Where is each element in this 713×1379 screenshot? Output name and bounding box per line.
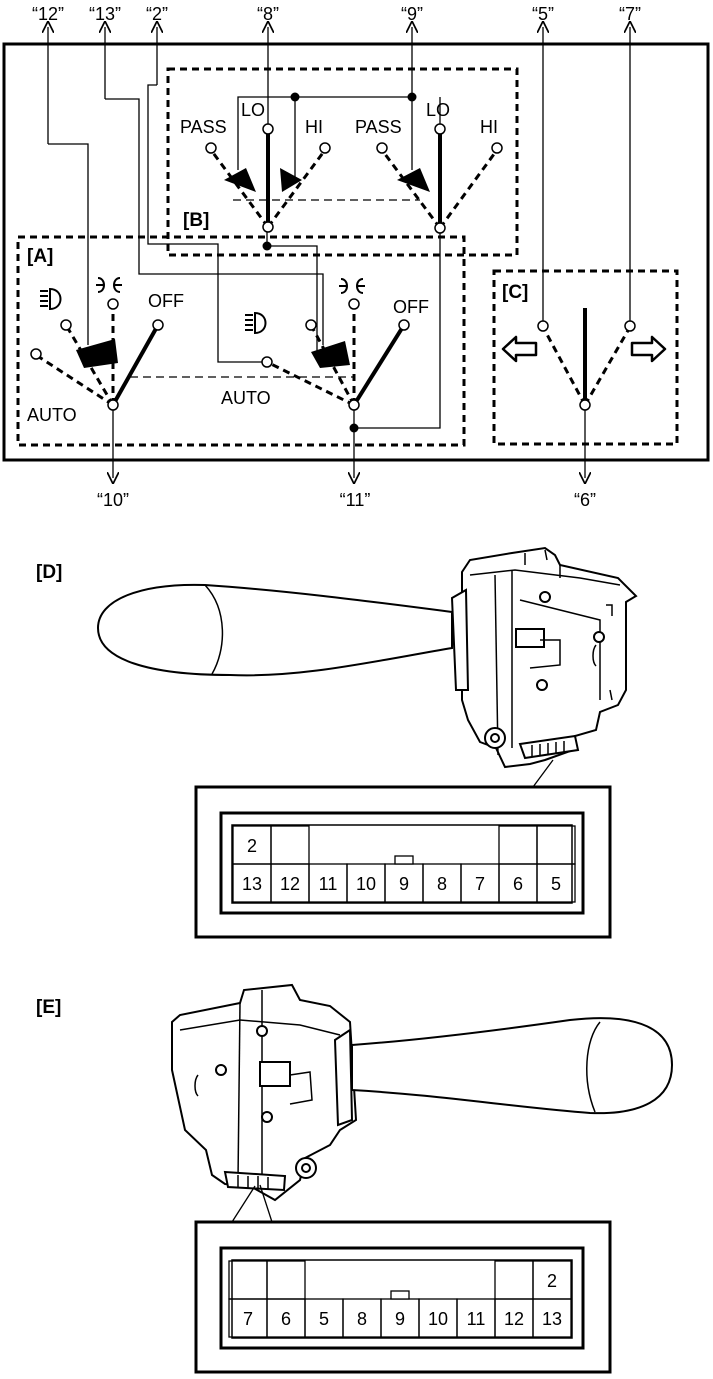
- pin-number: 2: [547, 1271, 557, 1291]
- wire-label-8: “8”: [257, 4, 279, 24]
- auto-label: AUTO: [27, 405, 77, 425]
- wire-label-13: “13”: [89, 4, 121, 24]
- pin-number: 13: [542, 1309, 562, 1329]
- tail-light-icon: [96, 277, 122, 293]
- auto-label: AUTO: [221, 388, 271, 408]
- pin-number: 11: [467, 1309, 486, 1329]
- connector-pins-d: 2 13 12 11 10 9 8 7 6 5: [232, 825, 576, 903]
- pass-label: PASS: [355, 117, 402, 137]
- wiring: [48, 27, 630, 478]
- off-label: OFF: [393, 297, 429, 317]
- section-b-box: [166, 67, 519, 257]
- callout-line: [532, 759, 554, 788]
- light-switch-right: AUTO OFF: [221, 278, 429, 411]
- light-switch-left: AUTO OFF: [27, 277, 184, 425]
- switch-arm: [76, 339, 118, 368]
- wire-label-12: “12”: [32, 4, 64, 24]
- hi-label: HI: [305, 117, 323, 137]
- callout-line: [259, 1184, 273, 1223]
- pin-number: 8: [437, 874, 447, 894]
- left-arrow-icon: [501, 335, 538, 363]
- switch-schematic: [B] [A] [C] “12” “13” “2” “8” “9” “5” “7…: [2, 4, 710, 510]
- dimmer-switch-right: PASS LO HI: [355, 100, 503, 234]
- connector-cavity: [536, 825, 576, 865]
- switch-arm: [280, 168, 302, 192]
- switch-lever-illustration: [96, 583, 453, 677]
- schematic-frame: [2, 42, 710, 462]
- callout-line: [231, 1185, 256, 1223]
- pin-number: 2: [247, 836, 257, 856]
- pin-number: 8: [357, 1309, 367, 1329]
- pin-number: 12: [504, 1309, 524, 1329]
- switch-lever-illustration: [351, 1017, 674, 1115]
- connector-cavity: [536, 863, 576, 903]
- wire-label-5: “5”: [532, 4, 554, 24]
- lo-label: LO: [426, 100, 450, 120]
- pass-label: PASS: [180, 117, 227, 137]
- switch-body-illustration: [450, 546, 638, 769]
- pin-number: 6: [513, 874, 523, 894]
- junction-dot: [262, 241, 272, 251]
- connector-callout-d: [194, 785, 612, 939]
- lo-label: LO: [241, 100, 265, 120]
- wire-label-10: “10”: [97, 490, 129, 510]
- pin-number: 7: [475, 874, 485, 894]
- section-a-label: [A]: [27, 246, 53, 267]
- wire-label-7: “7”: [619, 4, 641, 24]
- connector-cavity: [228, 1260, 268, 1300]
- switch-arm: [397, 168, 430, 192]
- wire-label-11: “11”: [340, 490, 371, 510]
- pin-number: 5: [319, 1309, 329, 1329]
- junction-dot: [407, 92, 417, 102]
- dimmer-switch-left: PASS LO HI: [180, 100, 331, 233]
- wire-label-2: “2”: [146, 4, 168, 24]
- section-a-box: [16, 235, 466, 447]
- pin-number: 13: [242, 874, 262, 894]
- junction-dot: [290, 92, 300, 102]
- pin-number: 7: [243, 1309, 253, 1329]
- view-d-label: [D]: [36, 562, 62, 583]
- wire-label-6: “6”: [574, 490, 596, 510]
- pin-number: 9: [399, 874, 409, 894]
- headlight-icon: [40, 287, 62, 311]
- pin-number: 5: [551, 874, 561, 894]
- connector-frame-e: [219, 1246, 585, 1350]
- wire-label-9: “9”: [401, 4, 423, 24]
- switch-body-illustration: [171, 983, 358, 1202]
- connector-cavity: [266, 1260, 306, 1300]
- view-e: [E] 27 6 5 8 9 10 11 1: [36, 983, 674, 1374]
- view-e-label: [E]: [36, 997, 61, 1018]
- pin-number: 11: [319, 874, 338, 894]
- right-arrow-icon: [630, 335, 667, 363]
- view-d: [D]: [36, 546, 638, 939]
- section-b-label: [B]: [183, 210, 209, 231]
- headlight-icon: [245, 311, 267, 335]
- hi-label: HI: [480, 117, 498, 137]
- off-label: OFF: [148, 291, 184, 311]
- turn-signal-switch: [501, 308, 667, 411]
- switch-arm: [311, 341, 350, 368]
- pin-number: 12: [280, 874, 300, 894]
- pin-number: 10: [356, 874, 376, 894]
- pin-number: 9: [395, 1309, 405, 1329]
- connector-cavity: [494, 1260, 534, 1300]
- tail-light-icon: [339, 278, 365, 294]
- connector-lock-tab: [394, 855, 414, 865]
- connector-lock-tab: [390, 1290, 410, 1300]
- connector-pins-e: 2 7 6 5 8 9 10 11 12 13: [228, 1260, 572, 1338]
- junction-dot: [349, 423, 359, 433]
- connector-cavity: [532, 1298, 572, 1338]
- section-c-label: [C]: [502, 282, 528, 303]
- connector-cavity: [498, 825, 538, 865]
- pin-number: 10: [428, 1309, 448, 1329]
- connector-callout-e: [194, 1220, 612, 1374]
- switch-arm: [224, 168, 256, 192]
- connector-frame-d: [219, 811, 585, 915]
- pin-number: 6: [281, 1309, 291, 1329]
- connector-cavity: [270, 825, 310, 865]
